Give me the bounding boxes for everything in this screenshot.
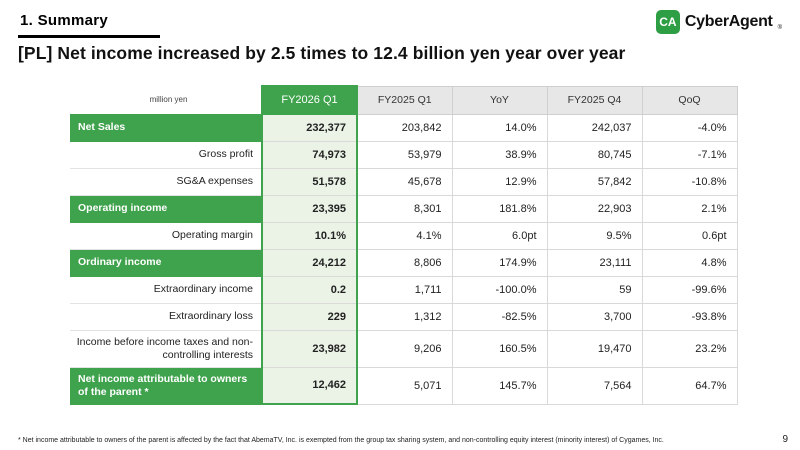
cell: 80,745 xyxy=(546,140,643,169)
cell: 203,842 xyxy=(356,113,453,142)
column-header-fy2026-q1: FY2026 Q1 xyxy=(261,85,358,115)
cell: 14.0% xyxy=(451,113,548,142)
cell: -93.8% xyxy=(641,302,738,331)
row-label-operating-margin: Operating margin xyxy=(70,221,263,250)
table-header-row: million yen FY2026 Q1 FY2025 Q1 YoY FY20… xyxy=(70,85,738,115)
column-header-yoy: YoY xyxy=(451,85,548,115)
page-number: 9 xyxy=(782,434,788,445)
cell: 8,301 xyxy=(356,194,453,223)
pl-summary-table: million yen FY2026 Q1 FY2025 Q1 YoY FY20… xyxy=(70,85,738,405)
table-row: Income before income taxes and non-contr… xyxy=(70,329,738,368)
column-header-fy2025-q4: FY2025 Q4 xyxy=(546,85,643,115)
row-label-extraordinary-loss: Extraordinary loss xyxy=(70,302,263,331)
cyberagent-logo-text: CyberAgent xyxy=(684,13,773,30)
cell: 38.9% xyxy=(451,140,548,169)
unit-label: million yen xyxy=(70,86,262,114)
cell: 9,206 xyxy=(356,329,453,368)
cell: 1,711 xyxy=(356,275,453,304)
cell: 23,982 xyxy=(261,329,358,368)
cell: 0.6pt xyxy=(641,221,738,250)
cell: 3,700 xyxy=(546,302,643,331)
row-label-net-sales: Net Sales xyxy=(70,113,263,142)
table-row: Net income attributable to owners of the… xyxy=(70,366,738,405)
cell: 23.2% xyxy=(641,329,738,368)
cell: 229 xyxy=(261,302,358,331)
cell: 24,212 xyxy=(261,248,358,277)
cell: 23,395 xyxy=(261,194,358,223)
cyberagent-logo-icon: CA xyxy=(655,10,680,34)
registered-trademark-icon: ® xyxy=(777,25,782,31)
cell: 145.7% xyxy=(451,366,548,405)
cell: 64.7% xyxy=(641,366,738,405)
row-label-extraordinary-income: Extraordinary income xyxy=(70,275,263,304)
cell: -7.1% xyxy=(641,140,738,169)
footnote: * Net income attributable to owners of t… xyxy=(18,437,664,444)
cell: 53,979 xyxy=(356,140,453,169)
row-label-income-before-taxes: Income before income taxes and non-contr… xyxy=(70,329,263,368)
row-label-gross-profit: Gross profit xyxy=(70,140,263,169)
cell: 1,312 xyxy=(356,302,453,331)
cell: 5,071 xyxy=(356,366,453,405)
cell: 7,564 xyxy=(546,366,643,405)
table-row: Ordinary income 24,212 8,806 174.9% 23,1… xyxy=(70,248,738,277)
cell: 0.2 xyxy=(261,275,358,304)
cell: -100.0% xyxy=(451,275,548,304)
cell: 57,842 xyxy=(546,167,643,196)
cell: 6.0pt xyxy=(451,221,548,250)
cell: 232,377 xyxy=(261,113,358,142)
cell: 19,470 xyxy=(546,329,643,368)
table-row: Net Sales 232,377 203,842 14.0% 242,037 … xyxy=(70,113,738,142)
cell: -99.6% xyxy=(641,275,738,304)
cell: 45,678 xyxy=(356,167,453,196)
row-label-operating-income: Operating income xyxy=(70,194,263,223)
cell: 174.9% xyxy=(451,248,548,277)
section-title: 1. Summary xyxy=(18,12,160,38)
cell: 242,037 xyxy=(546,113,643,142)
table-row: Operating margin 10.1% 4.1% 6.0pt 9.5% 0… xyxy=(70,221,738,250)
row-label-sga-expenses: SG&A expenses xyxy=(70,167,263,196)
cell: 160.5% xyxy=(451,329,548,368)
column-header-fy2025-q1: FY2025 Q1 xyxy=(356,85,453,115)
cell: 8,806 xyxy=(356,248,453,277)
cell: 4.1% xyxy=(356,221,453,250)
cell: 4.8% xyxy=(641,248,738,277)
cell: 10.1% xyxy=(261,221,358,250)
cell: -4.0% xyxy=(641,113,738,142)
cell: -10.8% xyxy=(641,167,738,196)
page-title: [PL] Net income increased by 2.5 times t… xyxy=(18,43,626,63)
cell: 181.8% xyxy=(451,194,548,223)
cell: 51,578 xyxy=(261,167,358,196)
cell: 59 xyxy=(546,275,643,304)
row-label-ordinary-income: Ordinary income xyxy=(70,248,263,277)
table-row: Gross profit 74,973 53,979 38.9% 80,745 … xyxy=(70,140,738,169)
table-row: Extraordinary income 0.2 1,711 -100.0% 5… xyxy=(70,275,738,304)
column-header-qoq: QoQ xyxy=(641,85,738,115)
table-row: Operating income 23,395 8,301 181.8% 22,… xyxy=(70,194,738,223)
row-label-net-income-attributable: Net income attributable to owners of the… xyxy=(70,366,263,405)
cell: -82.5% xyxy=(451,302,548,331)
cell: 22,903 xyxy=(546,194,643,223)
cell: 12,462 xyxy=(261,366,358,405)
cell: 2.1% xyxy=(641,194,738,223)
table-row: SG&A expenses 51,578 45,678 12.9% 57,842… xyxy=(70,167,738,196)
cyberagent-logo: CA CyberAgent ® xyxy=(655,10,782,34)
table-row: Extraordinary loss 229 1,312 -82.5% 3,70… xyxy=(70,302,738,331)
cell: 23,111 xyxy=(546,248,643,277)
cell: 74,973 xyxy=(261,140,358,169)
cell: 9.5% xyxy=(546,221,643,250)
cell: 12.9% xyxy=(451,167,548,196)
